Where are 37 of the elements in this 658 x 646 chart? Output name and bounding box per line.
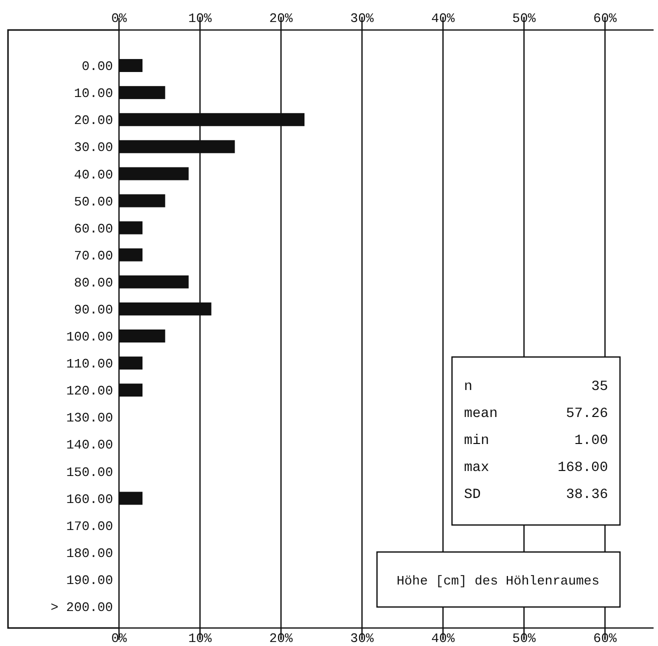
y-tick-label: 140.00 <box>66 438 113 453</box>
y-tick-label: 80.00 <box>74 275 113 290</box>
title-frame: Höhe [cm] des Höhlenraumes <box>376 551 621 608</box>
y-tick-label: 10.00 <box>74 86 113 102</box>
y-tick-label: 170.00 <box>66 518 113 534</box>
y-tick-label: 60.00 <box>74 221 113 236</box>
y-tick-label: 150.00 <box>66 464 113 480</box>
y-tick-label: 100.00 <box>66 330 113 345</box>
y-tick-label: 190.00 <box>66 572 113 588</box>
y-tick-label: 30.00 <box>74 140 113 156</box>
x2-tick-label: 50% <box>512 11 536 26</box>
x-tick-label: 0% <box>111 631 127 646</box>
y-tick-label: 160.00 <box>66 492 113 507</box>
y-tick-label: 70.00 <box>74 248 113 264</box>
x-tick-label: 50% <box>512 631 536 646</box>
y-tick-label: 110.00 <box>66 356 113 372</box>
y-tick-label: 0.00 <box>82 59 113 74</box>
x2-tick-label: 40% <box>431 11 455 26</box>
y-tick-label: > 200.00 <box>50 600 113 616</box>
x-tick-label: 30% <box>350 631 374 646</box>
y-tick-label: 180.00 <box>66 546 113 561</box>
x2-tick-label: 30% <box>350 11 374 26</box>
statistics-table: n 35 mean 57.26 min 1.00 max 168.00 SD 38.36 <box>451 356 621 526</box>
y-tick-label: 90.00 <box>74 302 113 318</box>
x2-tick-label: 0% <box>111 11 127 26</box>
y-tick-label: 50.00 <box>74 194 113 210</box>
y-tick-label: 120.00 <box>66 384 113 399</box>
y-tick-label: 20.00 <box>74 113 113 128</box>
x2-tick-label: 10% <box>188 11 212 26</box>
x-tick-label: 60% <box>593 631 617 646</box>
x-tick-label: 40% <box>431 631 455 646</box>
x2-tick-label: 60% <box>593 11 617 26</box>
x-tick-label: 20% <box>269 631 293 646</box>
y-tick-label: 40.00 <box>74 167 113 182</box>
y-tick-label: 130.00 <box>66 410 113 426</box>
x-tick-label: 10% <box>188 631 212 646</box>
x2-tick-label: 20% <box>269 11 293 26</box>
